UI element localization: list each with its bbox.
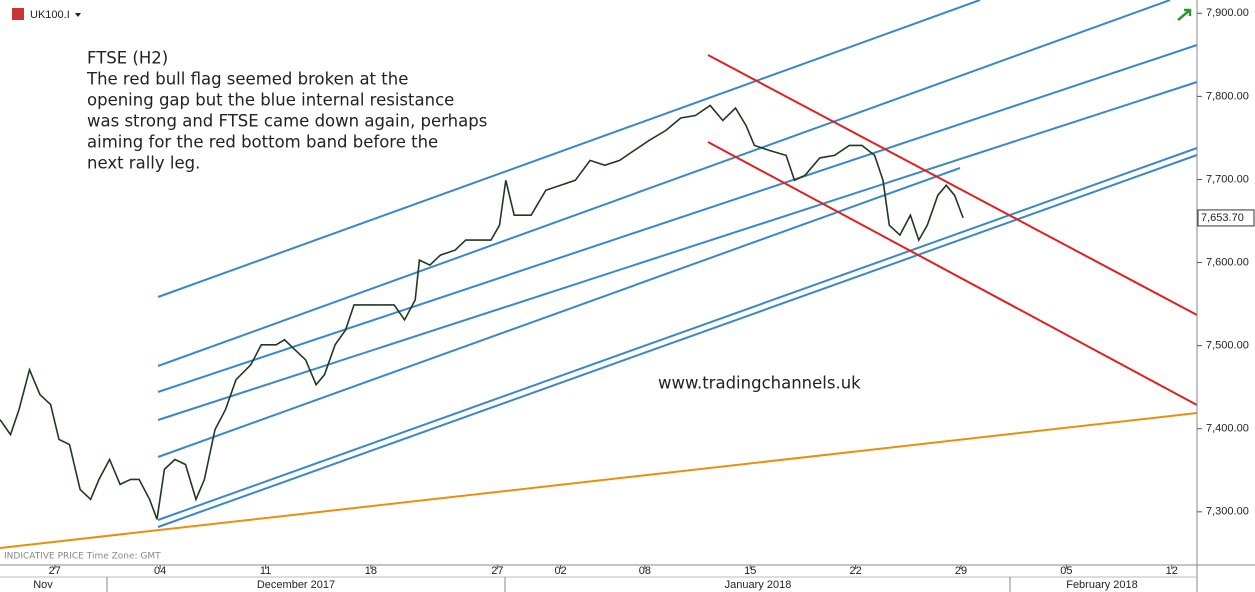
- x-tick-label: 22: [849, 565, 861, 577]
- channel-line: [157, 0, 981, 298]
- annotation-line: aiming for the red bottom band before th…: [87, 133, 438, 152]
- symbol-icon: [12, 8, 24, 20]
- x-tick-label: 11: [260, 565, 271, 577]
- watermark: www.tradingchannels.uk: [658, 374, 861, 393]
- channel-line: [157, 167, 961, 458]
- y-tick-label: 7,900.00: [1206, 7, 1249, 19]
- x-tick-label: 15: [744, 565, 756, 577]
- month-label: Nov: [33, 579, 53, 591]
- price-axis-panel: [1197, 0, 1255, 565]
- annotation: FTSE (H2) The red bull flag seemed broken…: [86, 49, 487, 173]
- x-tick-label: 08: [639, 565, 651, 577]
- x-tick-label: 27: [491, 565, 503, 577]
- channel-line: [157, 147, 1198, 521]
- annotation-line: next rally leg.: [87, 154, 200, 173]
- y-tick-label: 7,800.00: [1206, 90, 1249, 102]
- y-tick-label: 7,500.00: [1206, 340, 1249, 352]
- last-price-label: 7,653.70: [1201, 212, 1244, 224]
- y-tick-label: 7,300.00: [1206, 506, 1249, 518]
- month-label: February 2018: [1066, 579, 1138, 591]
- month-label: December 2017: [257, 579, 335, 591]
- support-line: [0, 412, 1198, 549]
- dropdown-arrow[interactable]: [75, 13, 81, 17]
- trend-icon: [1177, 8, 1192, 21]
- x-tick-label: 12: [1166, 565, 1178, 577]
- annotation-line: was strong and FTSE came down again, per…: [87, 112, 487, 131]
- footer: INDICATIVE PRICE Time Zone: GMT: [4, 552, 161, 562]
- annotation-line: opening gap but the blue internal resist…: [87, 91, 454, 110]
- y-tick-label: 7,600.00: [1206, 256, 1249, 268]
- price-line: [0, 104, 964, 520]
- channel-line: [157, 44, 1198, 393]
- month-label: January 2018: [725, 579, 792, 591]
- annotation-line: The red bull flag seemed broken at the: [86, 70, 408, 89]
- x-tick-label: 29: [955, 565, 967, 577]
- flag-line: [707, 141, 1198, 406]
- channel-line: [157, 154, 1198, 528]
- flag-lines: [707, 54, 1198, 406]
- x-tick-label: 04: [154, 565, 166, 577]
- channel-line: [157, 0, 1171, 367]
- last-price-box: [1197, 209, 1255, 227]
- channel-line: [157, 81, 1198, 421]
- y-tick-label: 7,400.00: [1206, 423, 1249, 435]
- plot: [0, 104, 964, 520]
- symbol[interactable]: UK100.I: [30, 9, 70, 21]
- x-tick-label: 02: [554, 565, 566, 577]
- flag-line: [707, 54, 1198, 316]
- y-tick-label: 7,700.00: [1206, 173, 1249, 185]
- x-tick-label: 05: [1060, 565, 1072, 577]
- trend-lines: [157, 0, 1198, 528]
- x-tick-label: 18: [365, 565, 377, 577]
- annotation-line: FTSE (H2): [87, 49, 168, 68]
- x-tick-label: 27: [49, 565, 61, 577]
